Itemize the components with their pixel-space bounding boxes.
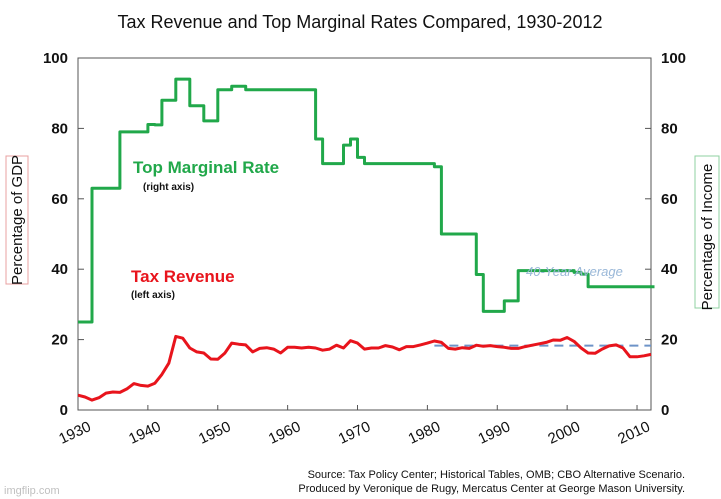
series-layer [77,77,655,402]
source-note: Source: Tax Policy Center; Historical Ta… [255,468,685,496]
tax-revenue-sublabel: (left axis) [131,290,175,301]
x-tick-label: 1950 [196,418,233,448]
left-tick-label: 20 [51,332,68,349]
right-tick-label: 0 [661,402,669,419]
watermark: imgflip.com [4,485,60,497]
right-axis-ticks: 0 20 40 60 80 100 [645,50,686,419]
x-tick-label: 1970 [336,418,373,448]
left-axis-title-group: Percentage of GDP [5,155,29,285]
plot-area [77,57,652,411]
x-tick-label: 1990 [476,418,513,448]
x-tick-label: 2010 [615,418,652,448]
x-tick-label: 1930 [56,418,93,448]
left-axis-title: Percentage of GDP [9,155,26,285]
x-axis-ticks: 1930 1940 1950 1960 1970 1980 1990 2000 2010 [56,405,653,448]
left-tick-label: 0 [60,402,68,419]
right-tick-label: 100 [661,50,686,67]
left-tick-label: 80 [51,120,68,137]
plot-border [77,57,652,411]
top-marginal-rate-label: Top Marginal Rate [133,158,279,177]
tax-revenue-label: Tax Revenue [131,267,235,286]
top-marginal-rate-line [78,77,655,324]
forty-year-average-label: 40-Year Average [526,264,623,279]
left-axis-title-box [5,155,29,285]
x-tick-label: 1960 [266,418,303,448]
x-tick-label: 2000 [545,418,582,448]
source-line-1: Source: Tax Policy Center; Historical Ta… [307,469,685,481]
left-tick-label: 100 [43,50,68,67]
right-tick-label: 40 [661,261,678,278]
right-tick-label: 20 [661,332,678,349]
tax-revenue-line [77,334,652,402]
left-tick-label: 40 [51,261,68,278]
right-axis-title-group: Percentage of Income [694,155,720,311]
top-marginal-rate-sublabel: (right axis) [143,182,194,193]
right-tick-label: 60 [661,191,678,208]
x-tick-label: 1980 [406,418,443,448]
right-axis-title: Percentage of Income [699,164,716,311]
right-tick-label: 80 [661,120,678,137]
right-axis-title-box [694,155,720,309]
x-tick-label: 1940 [126,418,163,448]
left-tick-label: 60 [51,191,68,208]
source-line-2: Produced by Veronique de Rugy, Mercatus … [298,483,685,495]
left-axis-ticks: 0 20 40 60 80 100 [43,50,84,419]
chart-title: Tax Revenue and Top Marginal Rates Compa… [118,12,603,32]
